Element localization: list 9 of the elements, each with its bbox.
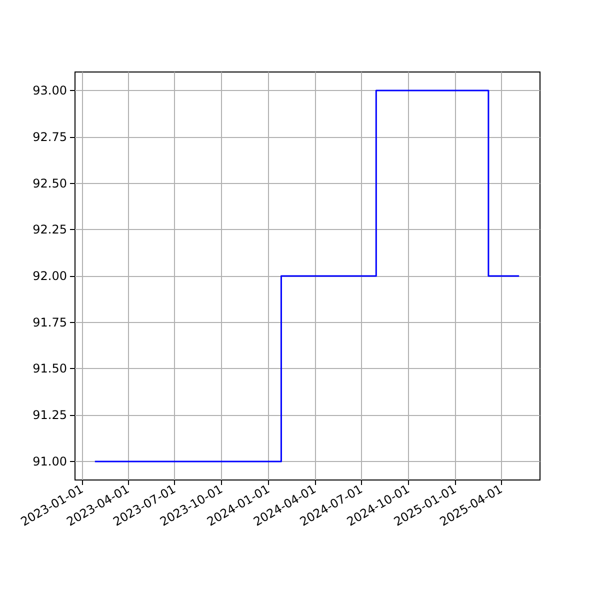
y-tick-label: 92.00 xyxy=(32,269,67,283)
y-tick-label: 92.75 xyxy=(32,130,67,144)
y-tick-label: 93.00 xyxy=(32,84,67,98)
y-tick-label: 92.25 xyxy=(32,222,67,237)
y-tick-label: 91.00 xyxy=(32,454,67,468)
y-tick-label: 92.50 xyxy=(32,176,67,190)
y-tick-label: 91.75 xyxy=(32,315,67,330)
y-tick-label: 91.50 xyxy=(32,362,67,376)
y-tick-label: 91.25 xyxy=(32,408,67,422)
